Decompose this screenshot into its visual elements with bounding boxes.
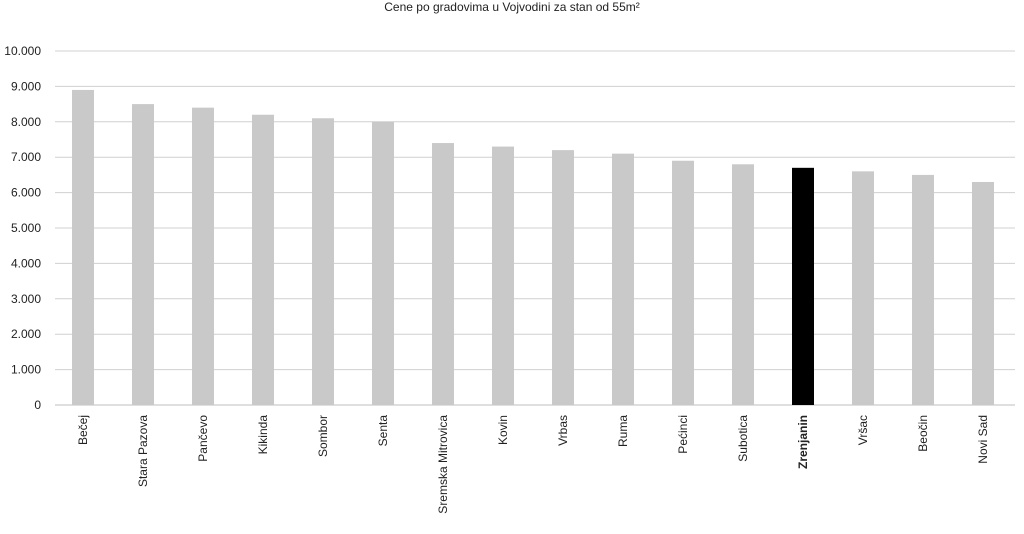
y-tick-label: 8.000	[11, 115, 41, 129]
bar-stara-pazova	[132, 104, 154, 405]
x-tick-label: Kovin	[496, 415, 510, 445]
x-tick-label: Sombor	[316, 415, 330, 457]
x-tick-label: Vrbas	[556, 415, 570, 446]
bar-pećinci	[672, 160, 694, 405]
bar-senta	[372, 121, 394, 406]
x-tick-label: Zrenjanin	[796, 415, 810, 469]
x-tick-label: Beočin	[916, 415, 930, 452]
bar-beočin	[912, 174, 934, 405]
x-tick-label: Pećinci	[676, 415, 690, 454]
bar-kovin	[492, 146, 514, 405]
y-tick-label: 7.000	[11, 150, 41, 164]
bar-novi-sad	[972, 181, 994, 405]
bar-ruma	[612, 153, 634, 405]
bar-vrbas	[552, 150, 574, 405]
x-tick-label: Vršac	[856, 415, 870, 445]
bar-kikinda	[252, 114, 274, 405]
x-tick-label: Kikinda	[256, 415, 270, 455]
x-tick-label: Novi Sad	[976, 415, 990, 464]
bar-bečej	[72, 89, 94, 405]
y-tick-label: 1.000	[11, 363, 41, 377]
y-tick-label: 6.000	[11, 186, 41, 200]
x-tick-label: Bečej	[76, 415, 90, 445]
bar-sombor	[312, 118, 334, 405]
x-tick-label: Pančevo	[196, 415, 210, 462]
bar-subotica	[732, 164, 754, 405]
bar-pančevo	[192, 107, 214, 405]
y-tick-label: 2.000	[11, 327, 41, 341]
bar-sremska-mitrovica	[432, 143, 454, 406]
chart-title: Cene po gradovima u Vojvodini za stan od…	[384, 0, 640, 14]
x-tick-label: Stara Pazova	[136, 415, 150, 487]
x-tick-label: Senta	[376, 415, 390, 447]
x-tick-label: Sremska Mitrovica	[436, 415, 450, 514]
bar-zrenjanin	[792, 167, 814, 405]
bar-vršac	[852, 171, 874, 405]
y-tick-label: 3.000	[11, 292, 41, 306]
x-tick-label: Ruma	[616, 415, 630, 447]
y-tick-label: 9.000	[11, 79, 41, 93]
y-tick-label: 4.000	[11, 256, 41, 270]
y-tick-label: 5.000	[11, 221, 41, 235]
x-tick-label: Subotica	[736, 415, 750, 462]
y-tick-label: 0	[34, 398, 41, 412]
y-tick-label: 10.000	[4, 44, 41, 58]
